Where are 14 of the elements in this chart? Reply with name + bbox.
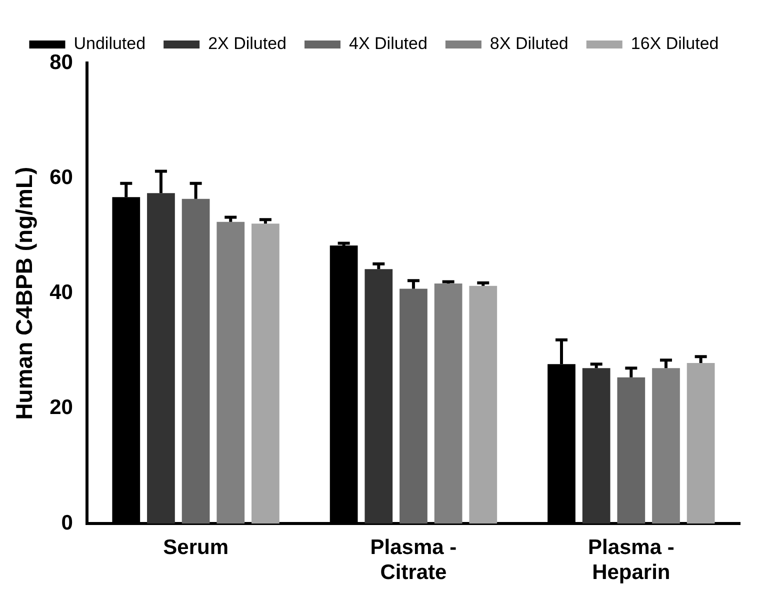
y-tick-label: 80 <box>50 50 73 74</box>
y-axis-title: Human C4BPB (ng/mL) <box>11 166 38 420</box>
y-tick-label: 60 <box>50 166 73 189</box>
y-tick-label: 0 <box>61 511 73 534</box>
y-tick-label: 20 <box>50 396 73 420</box>
legend-label: 16X Diluted <box>630 34 719 54</box>
x-tick-label: Serum <box>163 536 228 559</box>
x-tick-label: Plasma - Heparin <box>588 536 674 584</box>
legend-label: Undiluted <box>74 34 146 54</box>
x-tick-label: Plasma - Citrate <box>370 536 457 584</box>
legend-label: 2X Diluted <box>208 34 287 54</box>
legend-label: 8X Diluted <box>490 34 568 54</box>
y-tick-label: 40 <box>50 281 73 304</box>
legend-label: 4X Diluted <box>349 34 428 54</box>
